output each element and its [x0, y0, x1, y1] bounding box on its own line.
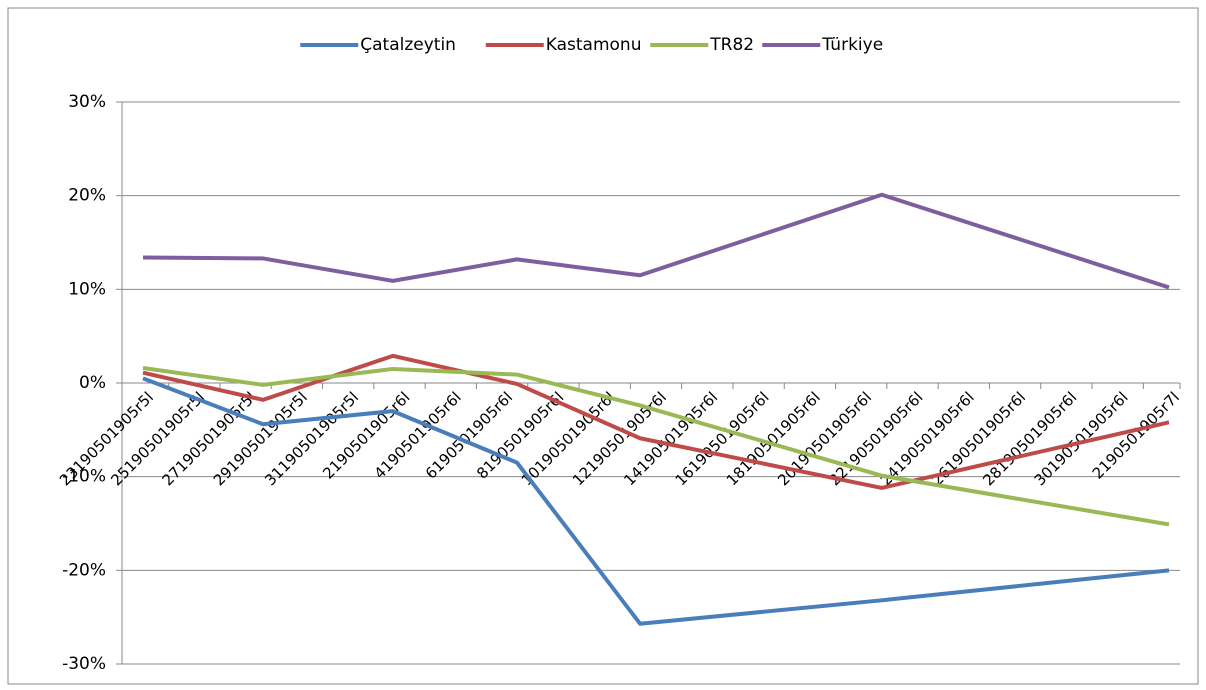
y-tick-label: 30%	[68, 92, 106, 112]
y-tick-label: 0%	[79, 373, 106, 393]
legend-label: Çatalzeytin	[360, 35, 456, 55]
chart-border	[7, 7, 1199, 685]
y-tick-label: -20%	[62, 560, 106, 580]
y-tick-label: -30%	[62, 654, 106, 674]
y-tick-label: 20%	[68, 186, 106, 206]
series-line	[142, 366, 1170, 527]
series-line	[142, 376, 1170, 626]
series-line	[142, 192, 1170, 290]
legend-label: Türkiye	[821, 35, 883, 55]
series-line	[142, 353, 1170, 490]
legend-label: TR82	[709, 35, 754, 55]
y-tick-label: -10%	[62, 467, 106, 487]
y-tick-label: 10%	[68, 279, 106, 299]
legend-label: Kastamonu	[546, 35, 642, 55]
